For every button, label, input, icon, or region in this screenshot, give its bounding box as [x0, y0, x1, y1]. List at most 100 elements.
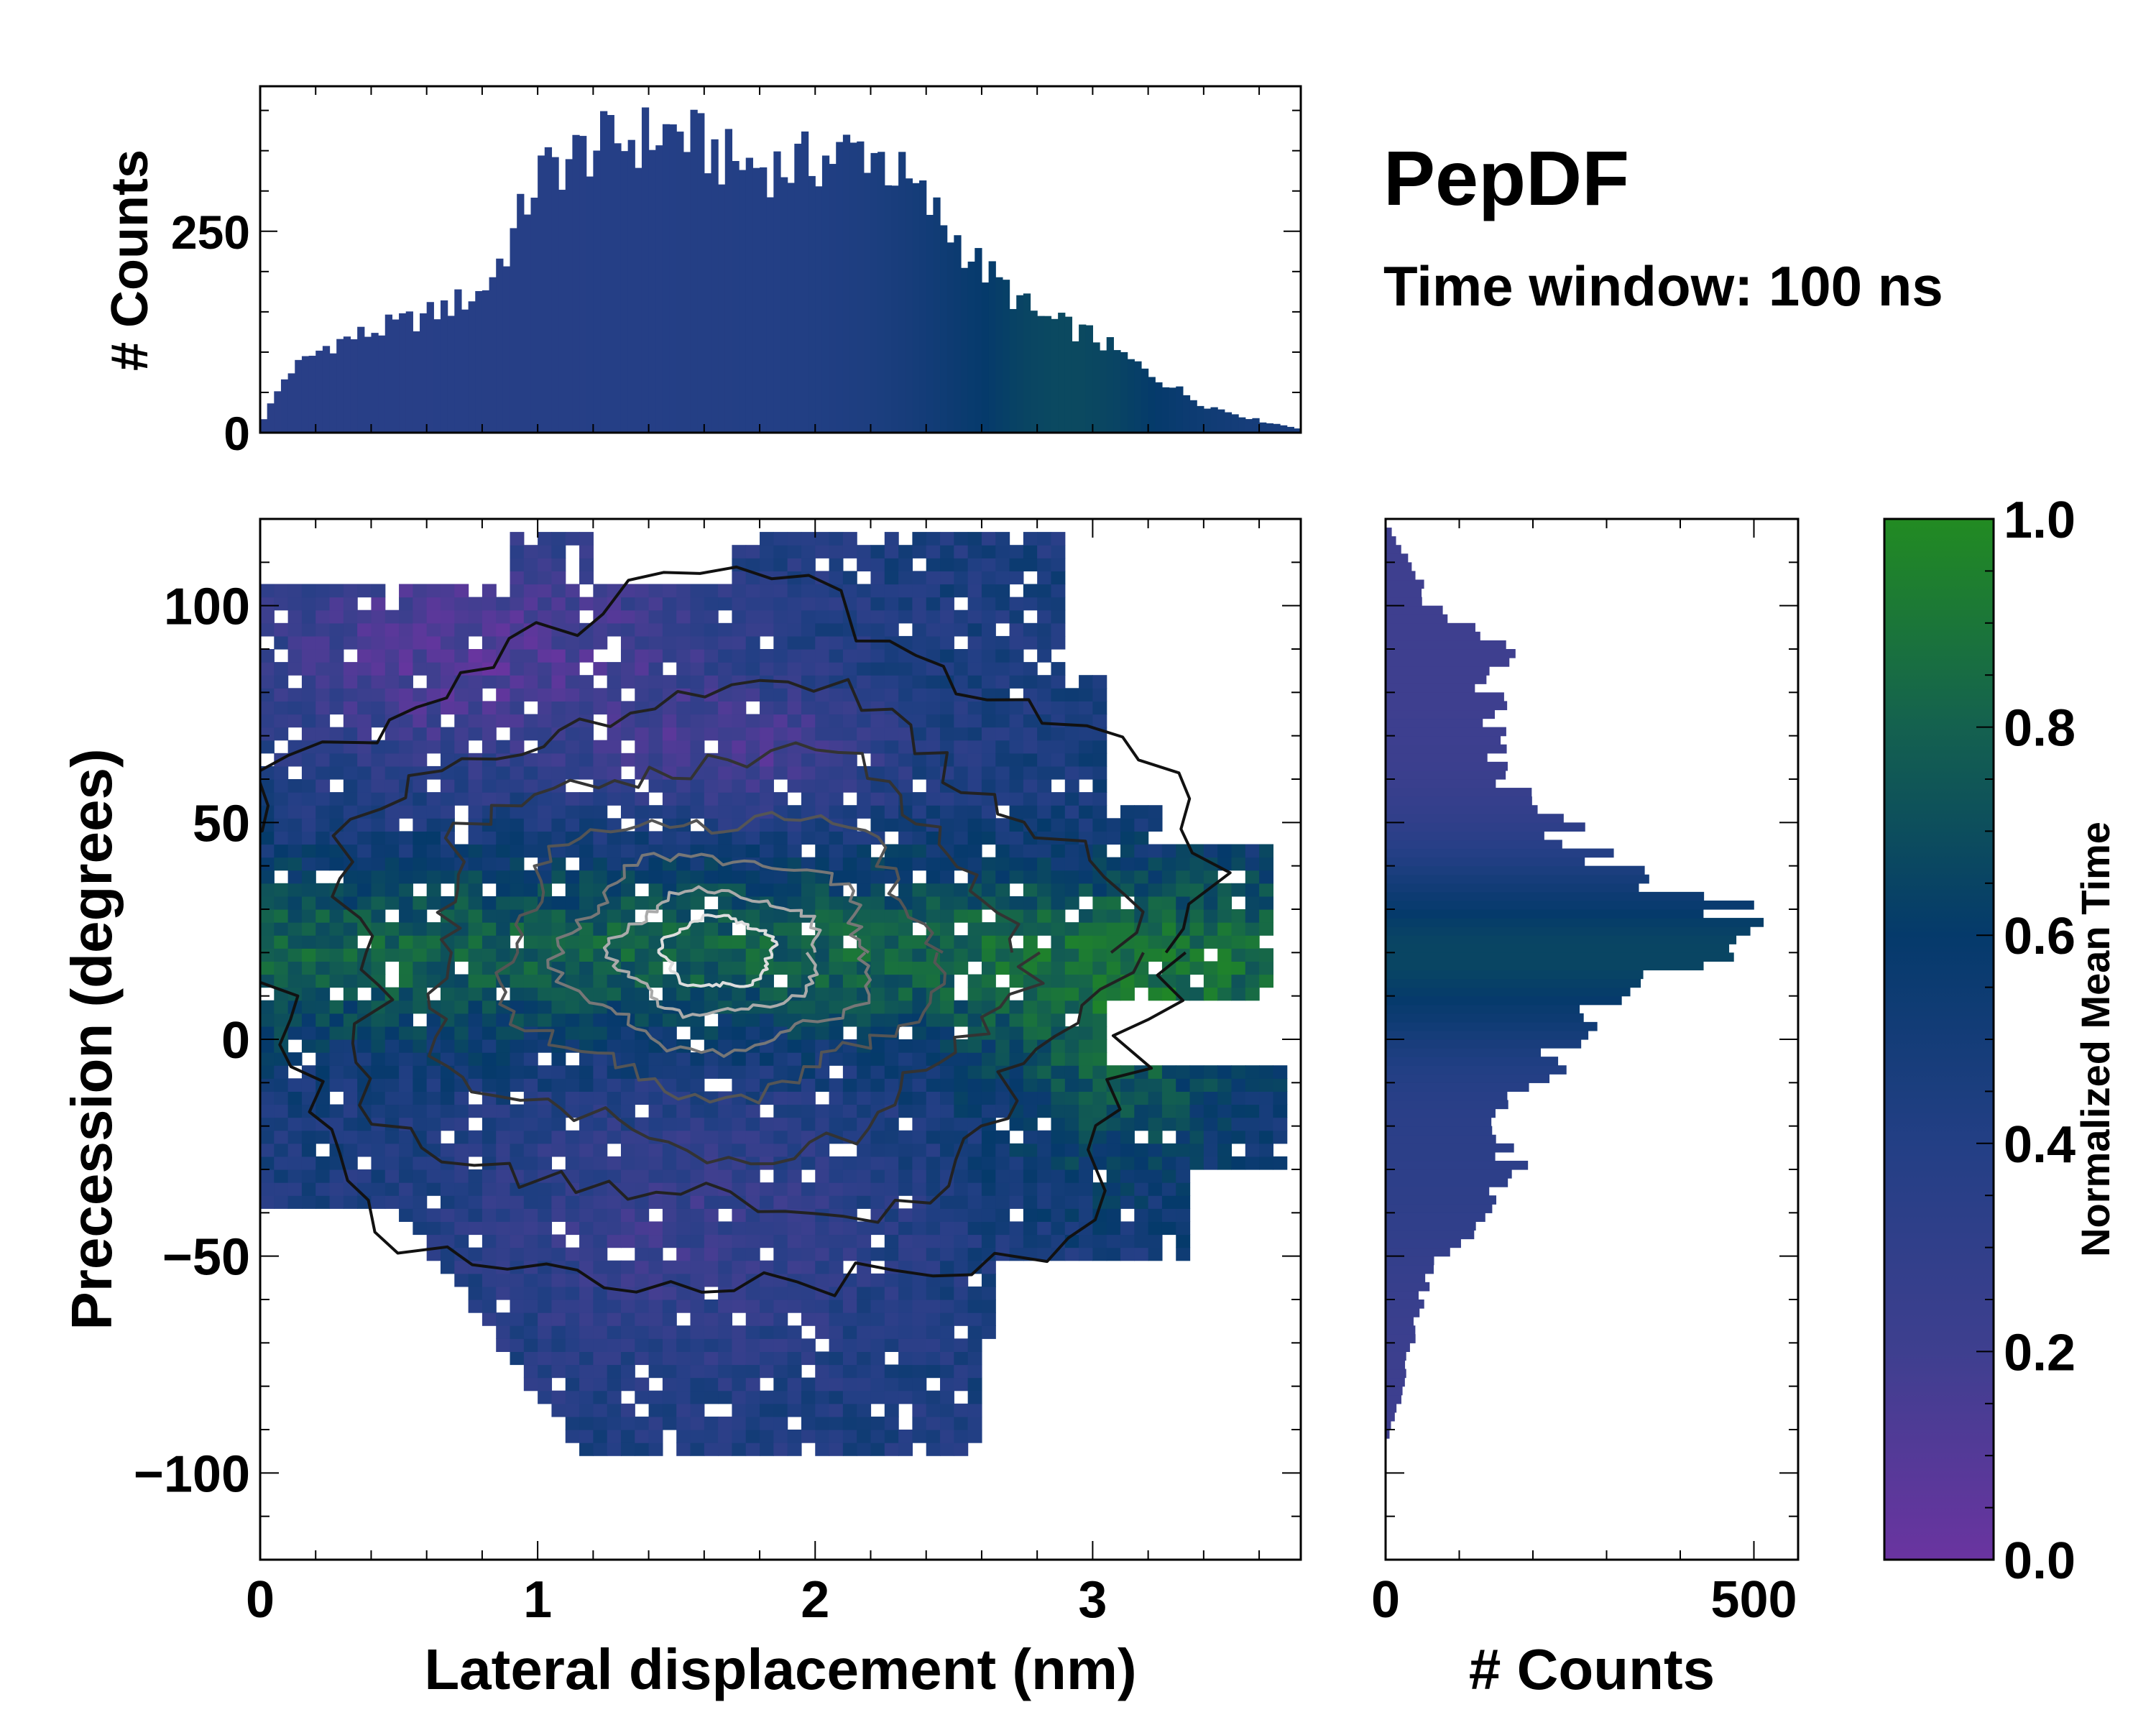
heatmap-cell — [926, 922, 941, 936]
heatmap-cell — [662, 1013, 677, 1027]
heatmap-cell — [399, 1169, 413, 1183]
heatmap-cell — [898, 1377, 913, 1392]
heatmap-cell — [1009, 1117, 1024, 1131]
heatmap-cell — [399, 805, 413, 819]
heatmap-cell — [815, 714, 830, 728]
right-histogram-bar — [1386, 528, 1392, 537]
heatmap-cell — [620, 1377, 635, 1392]
heatmap-cell — [926, 1286, 941, 1300]
heatmap-cell — [967, 610, 982, 624]
heatmap-cell — [593, 792, 608, 806]
right-histogram-bar — [1386, 579, 1424, 589]
heatmap-cell — [565, 765, 580, 780]
heatmap-cell — [842, 1234, 857, 1248]
heatmap-cell — [829, 727, 844, 741]
heatmap-cell — [718, 1234, 733, 1248]
heatmap-cell — [523, 1091, 538, 1105]
heatmap-cell — [745, 870, 760, 884]
heatmap-cell — [538, 635, 553, 650]
heatmap-cell — [357, 870, 372, 884]
right-histogram-bar — [1386, 562, 1412, 571]
heatmap-cell — [870, 727, 885, 741]
heatmap-cell — [967, 831, 982, 845]
heatmap-cell — [384, 1039, 400, 1053]
heatmap-cell — [690, 1065, 705, 1079]
heatmap-cell — [787, 1065, 802, 1079]
heatmap-cell — [551, 1390, 566, 1404]
heatmap-cell — [732, 857, 747, 871]
heatmap-cell — [760, 1052, 774, 1066]
heatmap-cell — [745, 1338, 760, 1352]
heatmap-cell — [745, 935, 760, 949]
heatmap-cell — [1134, 857, 1149, 871]
heatmap-cell — [357, 622, 372, 637]
heatmap-cell — [440, 870, 455, 884]
heatmap-cell — [704, 1143, 719, 1157]
heatmap-cell — [690, 831, 705, 845]
heatmap-cell — [1273, 1117, 1288, 1131]
heatmap-cell — [1120, 1143, 1135, 1157]
heatmap-cell — [981, 896, 996, 910]
heatmap-cell — [967, 1430, 982, 1443]
heatmap-cell — [1064, 948, 1079, 962]
heatmap-cell — [898, 1052, 913, 1066]
heatmap-cell — [579, 597, 594, 611]
heatmap-cell — [1148, 909, 1163, 923]
heatmap-cell — [912, 961, 927, 975]
heatmap-cell — [1023, 1026, 1038, 1040]
heatmap-cell — [399, 1208, 413, 1222]
heatmap-cell — [884, 1143, 899, 1157]
heatmap-cell — [967, 779, 982, 793]
heatmap-cell — [413, 1039, 428, 1053]
heatmap-cell — [329, 675, 344, 689]
heatmap-cell — [1189, 1091, 1204, 1105]
heatmap-cell — [926, 1130, 941, 1144]
right-histogram-bar — [1386, 718, 1483, 728]
heatmap-cell — [1106, 818, 1121, 832]
heatmap-cell — [523, 1273, 538, 1287]
right-histogram-bar — [1386, 995, 1622, 1006]
heatmap-cell — [954, 1182, 969, 1196]
heatmap-cell — [1023, 662, 1038, 676]
heatmap-cell — [773, 883, 788, 897]
heatmap-cell — [371, 818, 386, 832]
heatmap-cell — [607, 857, 622, 871]
heatmap-cell — [343, 987, 358, 1001]
heatmap-cell — [912, 740, 927, 754]
heatmap-cell — [301, 649, 316, 663]
heatmap-cell — [551, 1351, 566, 1366]
heatmap-cell — [620, 1078, 635, 1092]
heatmap-cell — [482, 622, 497, 637]
heatmap-cell — [912, 1260, 927, 1274]
heatmap-cell — [1161, 844, 1176, 858]
heatmap-cell — [912, 675, 927, 689]
heatmap-cell — [1161, 1078, 1176, 1092]
heatmap-cell — [468, 727, 483, 741]
heatmap-cell — [1079, 1026, 1093, 1040]
heatmap-cell — [399, 622, 413, 637]
heatmap-cell — [579, 1377, 594, 1392]
heatmap-cell — [857, 622, 872, 637]
heatmap-cell — [635, 649, 650, 663]
heatmap-cell — [898, 675, 913, 689]
heatmap-cell — [745, 584, 760, 598]
heatmap-cell — [510, 1065, 525, 1079]
heatmap-cell — [551, 792, 566, 806]
heatmap-cell — [1023, 1065, 1038, 1079]
heatmap-cell — [857, 1091, 872, 1105]
heatmap-cell — [274, 974, 289, 988]
heatmap-cell — [620, 622, 635, 637]
heatmap-cell — [1009, 597, 1024, 611]
heatmap-cell — [898, 701, 913, 715]
heatmap-cell — [995, 922, 1010, 936]
heatmap-cell — [648, 1221, 663, 1236]
heatmap-cell — [662, 1260, 677, 1274]
right-histogram-bar — [1386, 1394, 1401, 1404]
heatmap-cell — [1051, 532, 1066, 546]
heatmap-cell — [1092, 844, 1107, 858]
heatmap-cell — [413, 1078, 428, 1092]
heatmap-cell — [538, 792, 553, 806]
heatmap-cell — [648, 1416, 663, 1430]
heatmap-cell — [842, 857, 857, 871]
heatmap-cell — [496, 870, 511, 884]
